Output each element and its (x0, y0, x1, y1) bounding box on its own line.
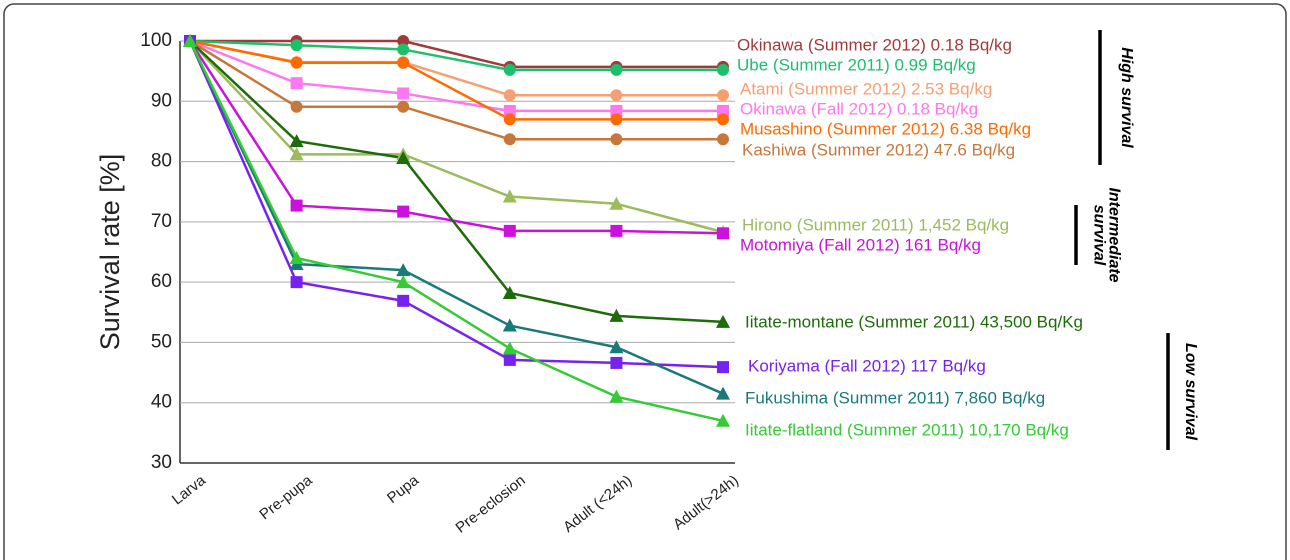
marker (716, 314, 730, 328)
marker (396, 263, 411, 277)
y-tick-label: 60 (151, 271, 172, 292)
marker (290, 39, 303, 52)
marker (502, 318, 517, 332)
marker (717, 227, 729, 240)
y-tick-label: 100 (140, 30, 172, 51)
y-tick-label: 50 (151, 331, 172, 352)
marker (397, 35, 410, 47)
marker (717, 89, 729, 102)
marker (503, 63, 516, 76)
group-label: Low survival (1182, 343, 1199, 440)
marker (610, 113, 623, 126)
marker (502, 341, 517, 355)
series-label: Musashino (Summer 2012) 6.38 Bq/kg (740, 119, 1031, 138)
marker (183, 34, 197, 47)
marker (290, 199, 303, 212)
y-tick-label: 70 (151, 211, 172, 232)
marker (503, 113, 516, 126)
y-axis-label: Survival rate [%] (95, 154, 125, 351)
x-tick-label: Pre-pupa (256, 471, 316, 523)
marker (396, 275, 411, 289)
marker (610, 104, 623, 117)
group-label: Intermediate (1105, 187, 1122, 282)
series-line (189, 40, 724, 234)
marker (289, 134, 304, 148)
series-line (188, 40, 724, 369)
marker (717, 113, 729, 126)
marker (609, 196, 624, 210)
marker (502, 285, 517, 299)
marker (503, 89, 516, 102)
marker (397, 100, 410, 113)
marker (396, 150, 411, 164)
series-line (190, 39, 723, 69)
series-label: Motomiya (Fall 2012) 161 Bq/kg (740, 235, 981, 254)
marker (717, 361, 729, 374)
series-label: Iitate-flatland (Summer 2011) 10,170 Bq/… (745, 420, 1069, 439)
series-label: Fukushima (Summer 2011) 7,860 Bq/kg (745, 388, 1045, 407)
marker (716, 386, 730, 400)
y-tick-label: 80 (151, 151, 172, 172)
marker (290, 100, 303, 113)
x-tick-label: Larva (169, 471, 210, 508)
marker (503, 224, 516, 237)
series-line (189, 39, 723, 72)
marker (289, 251, 304, 265)
marker (397, 56, 410, 69)
marker (289, 147, 304, 161)
series-label: Koriyama (Fall 2012) 117 Bq/kg (748, 356, 986, 375)
marker (717, 104, 729, 117)
series-label: Okinawa (Fall 2012) 0.18 Bq/kg (740, 99, 978, 118)
marker (397, 294, 410, 307)
series-label: Iitate-montane (Summer 2011) 43,500 Bq/K… (745, 312, 1083, 331)
marker (717, 63, 729, 76)
series-line (188, 40, 724, 423)
x-tick-label: Adult (<24h) (560, 472, 635, 536)
series-label: Atami (Summer 2012) 2.53 Bq/kg (740, 79, 992, 98)
y-tick-label: 40 (151, 392, 172, 413)
marker (503, 353, 516, 366)
marker (610, 224, 623, 237)
y-tick-label: 30 (151, 452, 172, 473)
series-line (189, 39, 723, 141)
series-label: Kashiwa (Summer 2012) 47.6 Bq/kg (742, 140, 1015, 159)
group-label: High survival (1118, 47, 1135, 148)
marker (610, 89, 623, 102)
marker (610, 133, 623, 146)
series-line (189, 39, 723, 113)
marker (397, 87, 410, 100)
marker (290, 56, 303, 69)
marker (610, 356, 623, 369)
marker (716, 413, 730, 427)
x-tick-label: Adult(>24h) (670, 472, 742, 533)
y-tick-label: 90 (151, 90, 172, 111)
marker (503, 133, 516, 146)
series-label: Ube (Summer 2011) 0.99 Bq/kg (737, 55, 976, 74)
series-line (189, 39, 723, 121)
group-label: survival (1090, 205, 1107, 266)
series-label: Hirono (Summer 2011) 1,452 Bq/kg (742, 215, 1009, 234)
marker (290, 276, 303, 289)
marker (290, 77, 303, 90)
marker (609, 308, 624, 322)
marker (503, 104, 516, 117)
marker (610, 63, 623, 76)
marker (397, 43, 410, 56)
series-line (188, 40, 724, 395)
frame (3, 3, 1287, 560)
series-label: Okinawa (Summer 2012) 0.18 Bq/kg (737, 35, 1012, 54)
marker (609, 389, 624, 403)
series-line (189, 40, 724, 324)
x-tick-label: Pupa (384, 471, 423, 506)
marker (502, 189, 517, 203)
marker (609, 340, 624, 354)
series-line (188, 40, 724, 235)
x-tick-label: Pre-eclosion (453, 472, 529, 537)
marker (717, 133, 729, 146)
marker (397, 205, 410, 218)
